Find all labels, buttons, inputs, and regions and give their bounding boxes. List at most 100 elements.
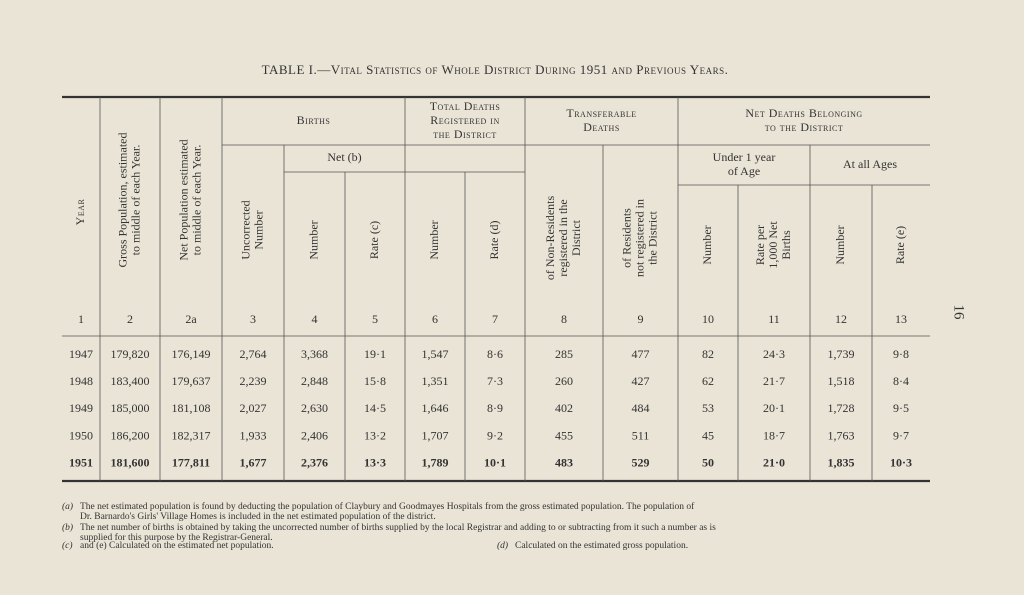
cell: 260 — [555, 374, 573, 388]
column-number: 8 — [561, 312, 567, 326]
cell: 1,707 — [422, 428, 449, 442]
footnote-text: The net number of births is obtained by … — [80, 522, 716, 533]
group-header: Transferable — [566, 106, 636, 120]
cell: 18·7 — [763, 428, 785, 442]
cell: 3,368 — [301, 347, 328, 361]
cell: 7·3 — [487, 374, 503, 388]
cell: 13·2 — [364, 428, 386, 442]
cell: 484 — [632, 401, 650, 415]
group-header: Registered in — [430, 113, 500, 127]
cell: 483 — [555, 456, 573, 470]
column-number: 7 — [492, 312, 498, 326]
cell: 2,376 — [301, 456, 328, 470]
column-label: Gross Population, estimated — [115, 133, 129, 268]
cell: 186,200 — [111, 428, 150, 442]
cell: 185,000 — [111, 401, 150, 415]
column-number: 2 — [127, 312, 133, 326]
column-label: to middle of each Year. — [128, 145, 142, 256]
column-label: 1,000 Net — [766, 221, 780, 269]
column-label: of Residents — [619, 208, 633, 268]
column-number: 13 — [895, 312, 907, 326]
cell: 62 — [702, 374, 714, 388]
column-label: Uncorrected — [238, 200, 252, 259]
cell: 455 — [555, 428, 573, 442]
footnote-text: Dr. Barnardo's Girls' Village Homes is i… — [80, 511, 436, 522]
column-label: not registered in — [632, 199, 646, 277]
cell: 19·1 — [364, 347, 386, 361]
column-label: Rate (c) — [367, 221, 381, 259]
column-number: 2a — [185, 312, 197, 326]
cell: 176,149 — [172, 347, 211, 361]
cell: 20·1 — [763, 401, 785, 415]
column-label: Rate (d) — [487, 221, 501, 260]
group-header: the District — [433, 127, 496, 141]
group-header: Net Deaths Belonging — [745, 106, 862, 120]
footnote-text: Calculated on the estimated gross popula… — [515, 541, 688, 551]
cell: 1,739 — [828, 347, 855, 361]
cell: 511 — [632, 428, 650, 442]
column-label: Rate per — [753, 225, 767, 265]
footnote-marker: (c) — [62, 540, 73, 551]
column-number: 11 — [768, 312, 780, 326]
column-number: 5 — [372, 312, 378, 326]
cell: 179,820 — [111, 347, 150, 361]
page-number: 16 — [951, 305, 967, 321]
column-number: 1 — [78, 312, 84, 326]
cell: 1951 — [69, 456, 93, 470]
footnote-marker: (d) — [497, 540, 508, 551]
cell: 8·9 — [487, 401, 503, 415]
group-header: to the District — [765, 120, 843, 134]
cell: 285 — [555, 347, 573, 361]
column-number: 10 — [702, 312, 714, 326]
cell: 427 — [632, 374, 650, 388]
cell: 1,789 — [422, 456, 449, 470]
column-label: Year — [73, 199, 87, 226]
column-number: 12 — [835, 312, 847, 326]
cell: 177,811 — [172, 456, 210, 470]
cell: 529 — [632, 456, 650, 470]
cell: 9·8 — [893, 347, 909, 361]
cell: 45 — [702, 428, 714, 442]
column-label: Births — [779, 230, 793, 260]
sub-header: of Age — [728, 164, 760, 178]
cell: 1947 — [69, 347, 93, 361]
column-label: the District — [645, 211, 659, 265]
footnote-marker: (b) — [62, 522, 73, 533]
cell: 10·3 — [890, 456, 912, 470]
column-label: registered in the — [556, 199, 570, 276]
cell: 8·4 — [893, 374, 909, 388]
cell: 1,728 — [828, 401, 855, 415]
column-label: Rate (e) — [893, 226, 907, 264]
cell: 402 — [555, 401, 573, 415]
footnote-text: supplied for this purpose by the Registr… — [80, 532, 273, 543]
column-label: Number — [833, 225, 847, 264]
cell: 477 — [632, 347, 650, 361]
column-label: Number — [700, 225, 714, 264]
cell: 21·7 — [763, 374, 785, 388]
footnote-text: The net estimated population is found by… — [80, 501, 695, 512]
column-label: Net Population estimated — [176, 139, 190, 260]
cell: 13·3 — [364, 456, 386, 470]
column-label: District — [569, 219, 583, 256]
cell: 1,835 — [828, 456, 855, 470]
cell: 1,677 — [240, 456, 267, 470]
column-label: to middle of each Year. — [189, 145, 203, 256]
cell: 183,400 — [111, 374, 150, 388]
footnote-text: and (e) Calculated on the estimated net … — [80, 540, 274, 551]
cell: 1,518 — [828, 374, 855, 388]
sub-header: At all Ages — [843, 157, 897, 171]
cell: 50 — [702, 456, 714, 470]
cell: 1948 — [69, 374, 93, 388]
sub-header: Under 1 year — [713, 150, 776, 164]
cell: 82 — [702, 347, 714, 361]
column-number: 3 — [250, 312, 256, 326]
cell: 2,406 — [301, 428, 328, 442]
cell: 1,547 — [422, 347, 449, 361]
cell: 1,646 — [422, 401, 449, 415]
cell: 2,764 — [240, 347, 267, 361]
cell: 9·7 — [893, 428, 909, 442]
group-header: Total Deaths — [430, 99, 501, 113]
group-header: Deaths — [583, 120, 620, 134]
column-number: 9 — [638, 312, 644, 326]
